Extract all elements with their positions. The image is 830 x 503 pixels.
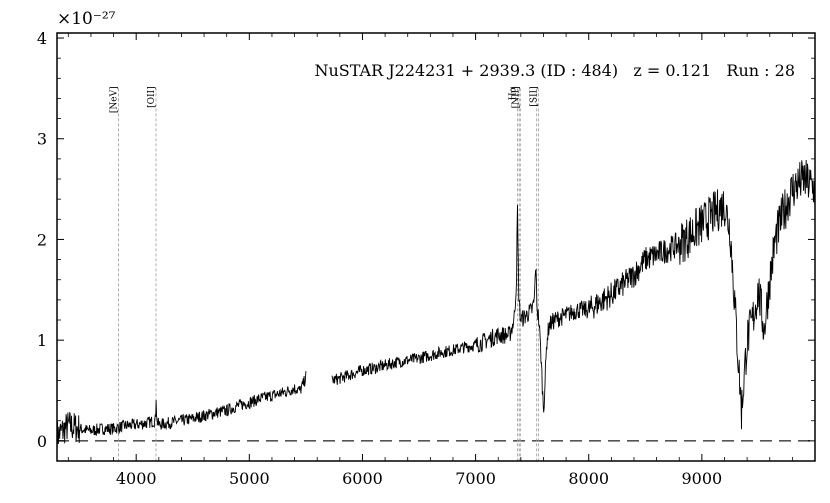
x-tick-label: 9000 bbox=[682, 469, 723, 488]
emission-line-label: [NeV] bbox=[109, 86, 119, 113]
emission-line-label: [NII] bbox=[511, 86, 521, 108]
x-tick-label: 7000 bbox=[455, 469, 496, 488]
plot-layer: [NeV] [OII] Hα[NII] [SII] bbox=[56, 86, 816, 461]
spectrum-segment-2 bbox=[331, 159, 816, 430]
emission-line-label: [OII] bbox=[147, 86, 157, 108]
axis-layer: 4000 5000 6000 7000 8000 9000 0 1 2 3 4 bbox=[37, 29, 815, 488]
x-tick-label: 5000 bbox=[229, 469, 270, 488]
y-scale-label: ×10⁻²⁷ bbox=[57, 9, 116, 29]
x-tick-label: 6000 bbox=[342, 469, 383, 488]
y-tick-label: 0 bbox=[37, 432, 47, 451]
chart-title: NuSTAR J224231 + 2939.3 (ID : 484) z = 0… bbox=[314, 61, 795, 80]
y-tick-label: 1 bbox=[37, 331, 47, 350]
emission-line-label: [SII] bbox=[529, 86, 539, 106]
y-tick-label: 3 bbox=[37, 130, 47, 149]
y-tick-label: 4 bbox=[37, 29, 47, 48]
emission-line-label: Hα bbox=[508, 86, 518, 100]
x-tick-label: 8000 bbox=[568, 469, 609, 488]
y-tick-label: 2 bbox=[37, 230, 47, 249]
spectrum-segment-1 bbox=[56, 371, 307, 452]
plot-frame bbox=[56, 32, 816, 462]
x-tick-label: 4000 bbox=[116, 469, 157, 488]
